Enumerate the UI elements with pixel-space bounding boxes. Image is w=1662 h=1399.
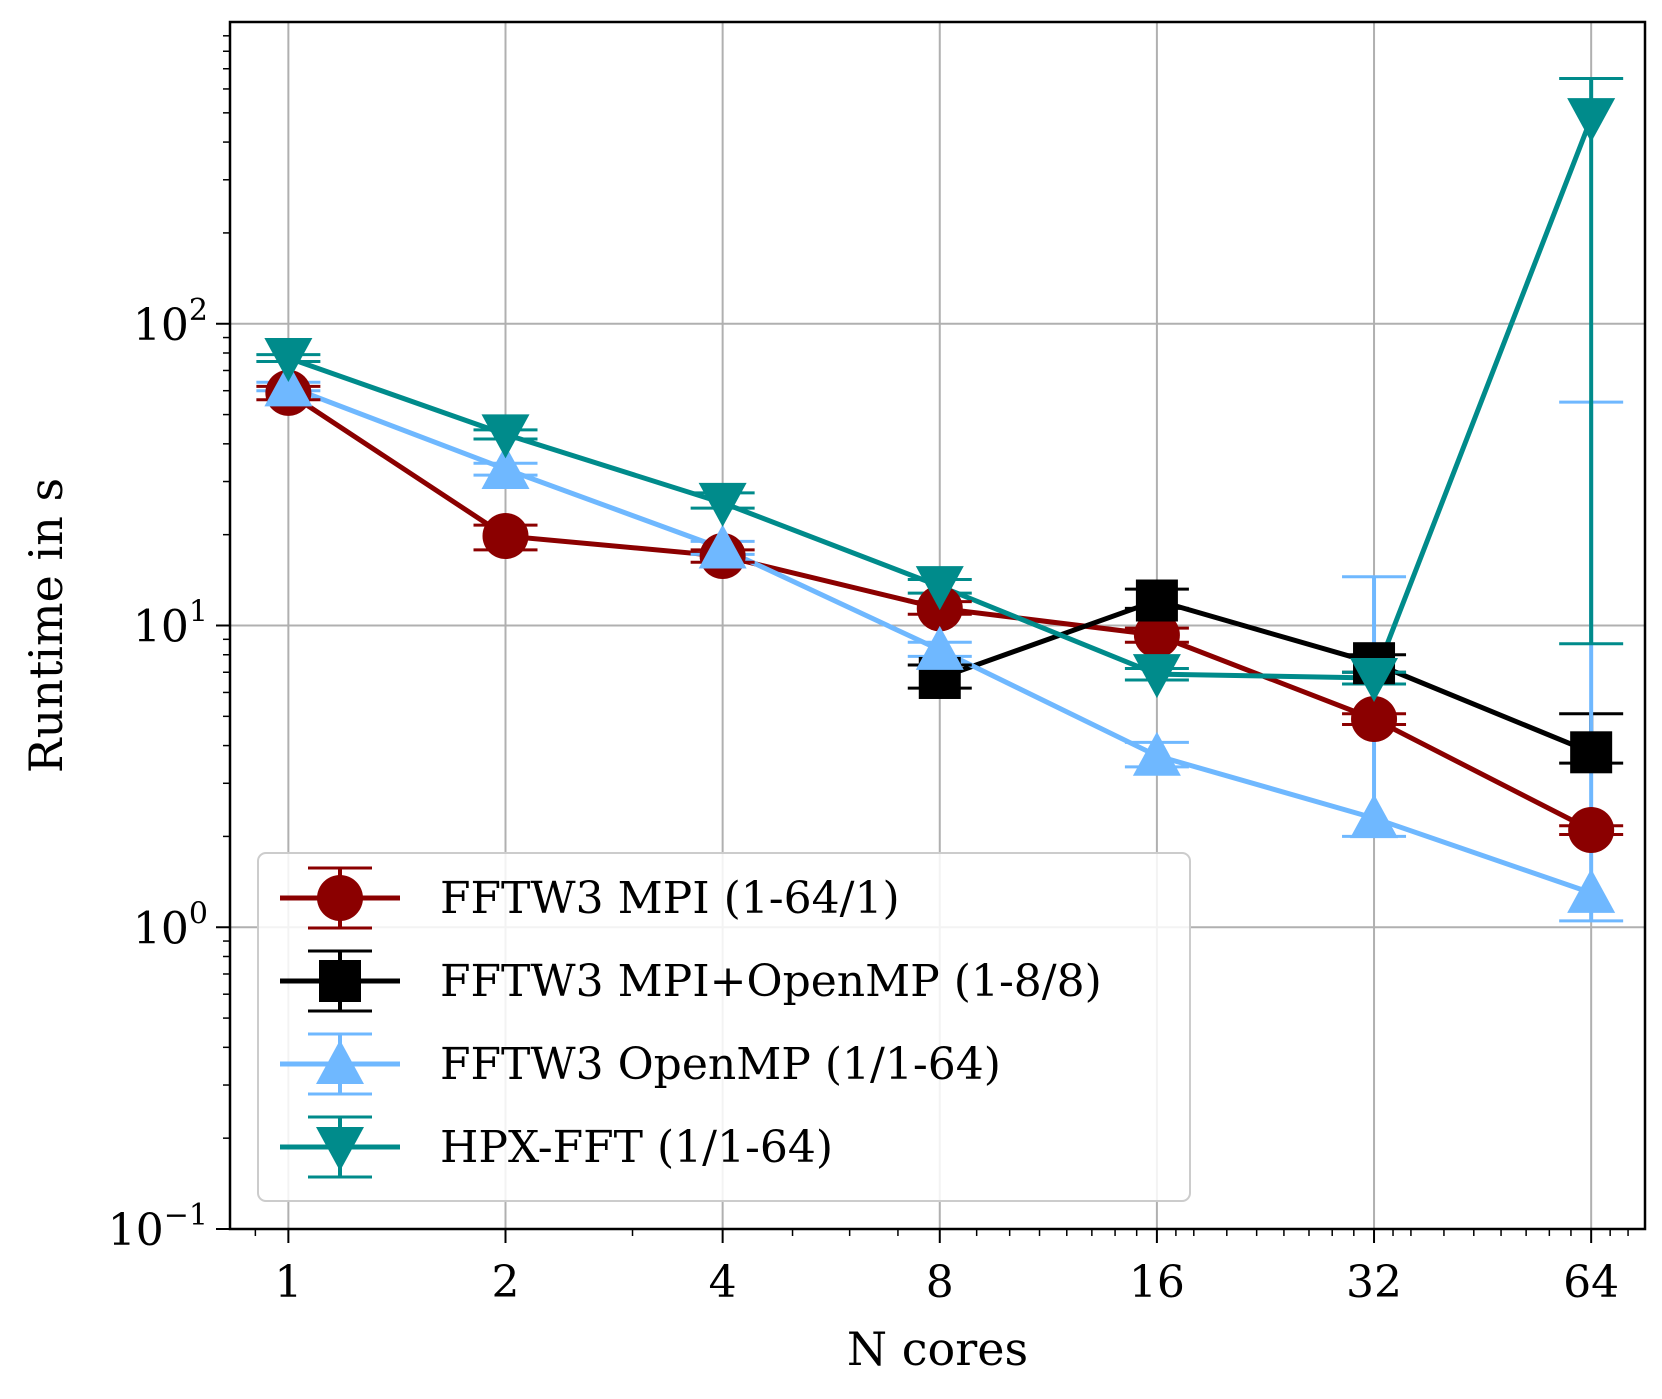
legend-label: HPX-FFT (1/1-64)	[440, 1122, 833, 1173]
y-tick-exponent: 1	[189, 595, 208, 630]
y-tick-base: 10	[133, 602, 189, 653]
x-tick-label: 8	[926, 1257, 954, 1308]
data-point	[1135, 579, 1178, 622]
y-tick-exponent: −1	[164, 1198, 208, 1233]
y-tick-label: 10−1	[108, 1198, 208, 1256]
data-point	[481, 445, 530, 490]
y-tick-base: 10	[133, 903, 189, 954]
y-tick-exponent: 2	[189, 293, 208, 328]
data-point	[1568, 807, 1615, 854]
data-point	[1567, 868, 1616, 913]
data-point	[1350, 657, 1399, 702]
legend-marker	[316, 1040, 364, 1084]
series-markers	[264, 98, 1616, 913]
legend: FFTW3 MPI (1-64/1) FFTW3 MPI+OpenMP (1-8/…	[257, 852, 1191, 1202]
legend-marker	[317, 875, 363, 921]
y-tick-label: 101	[133, 595, 208, 653]
data-point	[1350, 794, 1399, 839]
data-point	[1133, 612, 1180, 659]
data-point	[1570, 731, 1613, 774]
axis-ticks	[216, 35, 1629, 1243]
legend-label: FFTW3 MPI+OpenMP (1-8/8)	[440, 956, 1102, 1007]
y-tick-base: 10	[108, 1205, 164, 1256]
data-point	[1132, 654, 1181, 699]
series-line	[938, 598, 1593, 755]
y-axis-label: Runtime in s	[19, 478, 73, 773]
data-point	[1567, 98, 1616, 143]
data-point	[264, 338, 313, 383]
data-point	[264, 362, 313, 407]
x-tick-label: 32	[1346, 1257, 1402, 1308]
x-tick-label: 16	[1129, 1257, 1185, 1308]
data-point	[698, 524, 747, 569]
data-point	[481, 414, 530, 459]
x-tick-label: 4	[709, 1257, 737, 1308]
data-point	[482, 512, 529, 559]
x-tick-label: 64	[1563, 1257, 1619, 1308]
data-point	[915, 625, 964, 670]
y-tick-label: 102	[133, 293, 208, 351]
legend-box	[257, 852, 1191, 1202]
legend-marker	[316, 1127, 364, 1171]
data-point	[1351, 695, 1398, 742]
legend-label: FFTW3 MPI (1-64/1)	[440, 873, 900, 924]
y-tick-exponent: 0	[189, 896, 208, 931]
legend-label: FFTW3 OpenMP (1/1-64)	[440, 1039, 1001, 1090]
data-point	[915, 566, 964, 611]
data-point	[698, 482, 747, 527]
x-tick-label: 2	[492, 1257, 520, 1308]
data-point	[1132, 731, 1181, 776]
y-tick-label: 100	[133, 896, 208, 954]
x-tick-label: 1	[274, 1257, 302, 1308]
x-axis-label: N cores	[847, 1322, 1028, 1376]
legend-marker	[319, 960, 361, 1002]
y-tick-base: 10	[133, 300, 189, 351]
